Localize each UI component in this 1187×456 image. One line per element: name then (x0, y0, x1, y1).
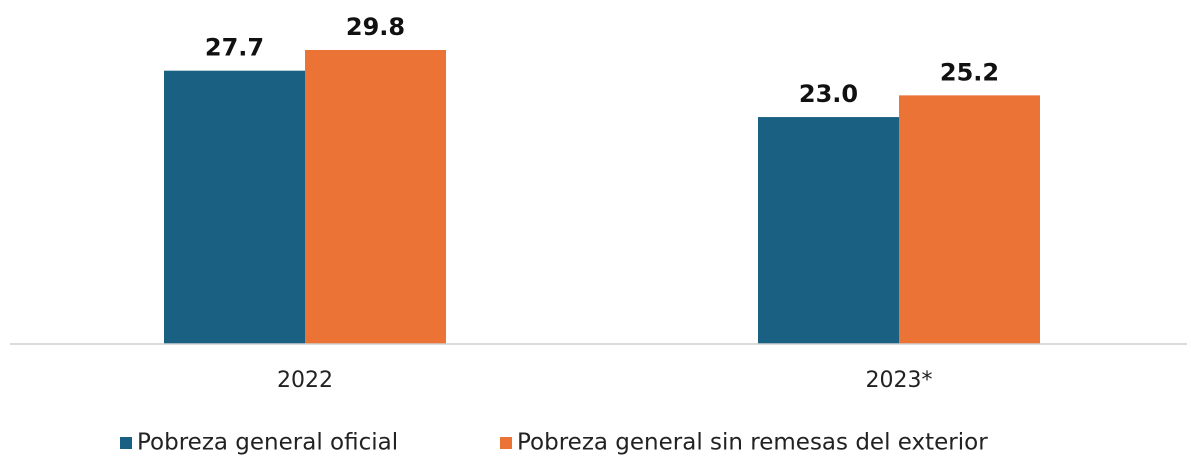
value-label: 23.0 (799, 80, 858, 108)
x-tick-label: 2023* (866, 368, 933, 393)
legend-label: Pobreza general sin remesas del exterior (517, 430, 988, 456)
legend-swatch (500, 437, 512, 449)
bar (758, 117, 899, 344)
bar (305, 49, 446, 345)
bar (164, 70, 305, 345)
legend-swatch (120, 437, 132, 449)
legend-label: Pobreza general oficial (137, 430, 398, 456)
value-label: 29.8 (346, 13, 405, 41)
value-label: 25.2 (940, 58, 999, 86)
bar (899, 95, 1040, 344)
x-tick-label: 2022 (277, 368, 333, 393)
value-label: 27.7 (205, 34, 264, 62)
